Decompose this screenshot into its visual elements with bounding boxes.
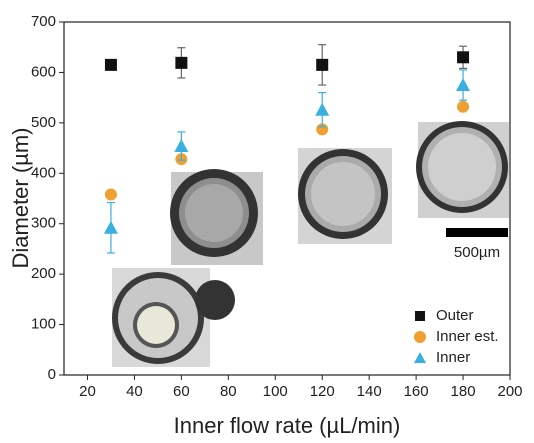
marker-triangle <box>315 102 330 116</box>
x-tick-label: 40 <box>126 383 143 400</box>
y-tick-label: 100 <box>31 316 56 333</box>
legend-marker <box>415 311 425 321</box>
x-axis-title: Inner flow rate (µL/min) <box>174 413 401 438</box>
plot-frame <box>63 21 511 376</box>
x-tick-label: 80 <box>220 383 237 400</box>
y-tick-label: 0 <box>48 366 56 383</box>
marker-triangle <box>174 139 189 153</box>
y-tick-label: 600 <box>31 63 56 80</box>
legend-marker <box>414 331 426 343</box>
scale-bar <box>446 228 508 237</box>
x-tick-label: 120 <box>310 383 335 400</box>
x-tick-label: 200 <box>497 383 522 400</box>
inset-image <box>170 169 263 265</box>
scale-bar-label: 500µm <box>454 244 500 261</box>
legend-label: Outer <box>436 307 474 324</box>
y-tick-label: 200 <box>31 265 56 282</box>
x-tick-label: 20 <box>79 383 96 400</box>
marker-circle <box>104 188 117 201</box>
marker-square <box>457 51 470 64</box>
y-tick-label: 300 <box>31 215 56 232</box>
marker-triangle <box>456 78 471 92</box>
y-tick-label: 700 <box>31 13 56 30</box>
inset-images: 500µm <box>112 121 509 367</box>
marker-circle <box>457 100 470 113</box>
marker-square <box>175 56 188 69</box>
legend-label: Inner <box>436 349 470 366</box>
x-tick-label: 180 <box>451 383 476 400</box>
marker-triangle <box>103 220 118 234</box>
x-tick-label: 160 <box>404 383 429 400</box>
x-tick-label: 140 <box>357 383 382 400</box>
inset-image <box>298 148 392 244</box>
y-tick-label: 400 <box>31 164 56 181</box>
marker-square <box>104 58 117 71</box>
y-axis-title: Diameter (µm) <box>8 127 33 268</box>
x-tick-label: 100 <box>263 383 288 400</box>
legend-marker <box>414 352 426 363</box>
inset-image <box>112 268 235 367</box>
inset-image <box>416 121 509 218</box>
legend-label: Inner est. <box>436 328 499 345</box>
marker-square <box>316 58 329 71</box>
y-tick-label: 500 <box>31 114 56 131</box>
x-tick-label: 60 <box>173 383 190 400</box>
